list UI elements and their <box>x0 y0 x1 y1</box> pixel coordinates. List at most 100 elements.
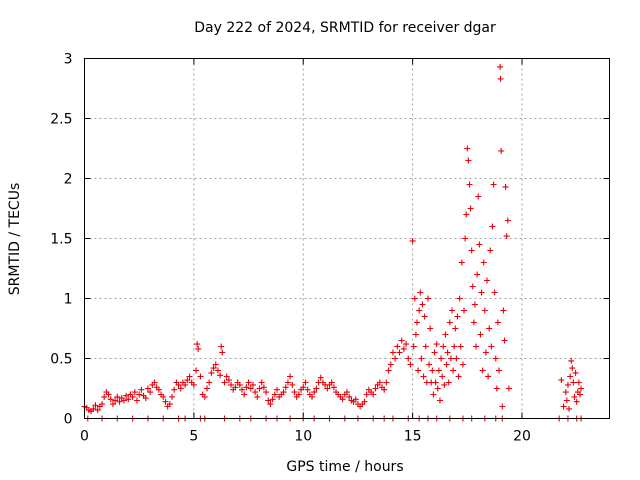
data-point <box>466 181 473 188</box>
data-point <box>564 381 571 388</box>
data-point <box>269 396 276 403</box>
chart-title: Day 222 of 2024, SRMTID for receiver dga… <box>194 20 496 36</box>
data-point <box>432 379 439 386</box>
data-point <box>467 205 474 212</box>
data-point <box>567 373 574 380</box>
data-point <box>497 75 504 82</box>
data-point <box>201 393 208 400</box>
data-point <box>568 357 575 364</box>
data-point <box>412 331 419 338</box>
data-point <box>212 361 219 368</box>
grid-lines <box>84 58 610 419</box>
axis-ticks: 0 5 10 15 20 0 0.5 1 1.5 2 2.5 3 <box>50 52 610 445</box>
y-axis-label: SRMTID / TECUs <box>7 183 23 296</box>
data-point <box>363 391 370 398</box>
data-point <box>225 377 232 384</box>
data-point <box>254 393 261 400</box>
data-point <box>105 391 112 398</box>
data-point <box>482 349 489 356</box>
data-point <box>407 361 414 368</box>
data-point <box>433 341 440 348</box>
data-point <box>477 331 484 338</box>
data-point <box>420 373 427 380</box>
x-tick-label: 20 <box>513 429 531 445</box>
data-point <box>440 343 447 350</box>
data-point <box>569 365 576 372</box>
data-point <box>136 391 143 398</box>
data-point <box>142 395 149 402</box>
data-point <box>123 392 130 399</box>
data-point <box>271 391 278 398</box>
data-point <box>236 381 243 388</box>
data-point <box>249 381 256 388</box>
data-point <box>219 349 226 356</box>
data-point <box>267 401 274 408</box>
data-point <box>284 379 291 386</box>
data-point <box>429 367 436 374</box>
data-point <box>572 369 579 376</box>
data-point <box>500 307 507 314</box>
data-point <box>576 391 583 398</box>
data-point <box>450 367 457 374</box>
data-point <box>239 386 245 393</box>
data-point <box>131 389 138 396</box>
data-point <box>434 385 441 392</box>
data-point <box>184 377 191 384</box>
data-point <box>162 398 169 405</box>
data-point <box>435 367 442 374</box>
data-point <box>480 259 487 266</box>
data-point <box>112 397 119 404</box>
data-point <box>197 373 204 380</box>
data-point <box>465 157 472 164</box>
data-point <box>461 307 468 314</box>
data-point <box>169 393 175 400</box>
data-point <box>566 405 573 412</box>
data-point <box>217 372 224 379</box>
data-point <box>228 381 235 388</box>
y-tick-label: 1.5 <box>50 232 72 248</box>
data-point <box>309 393 315 400</box>
data-point <box>464 145 471 152</box>
data-point <box>218 343 225 350</box>
x-tick-label: 5 <box>189 429 198 445</box>
data-point <box>376 379 383 386</box>
data-point <box>458 259 465 266</box>
data-point <box>454 313 461 320</box>
data-point <box>214 367 221 374</box>
data-point <box>560 403 567 410</box>
data-point <box>416 307 423 314</box>
data-point <box>114 393 121 400</box>
data-point <box>243 384 250 391</box>
data-point <box>459 361 466 368</box>
data-point <box>426 361 433 368</box>
data-point <box>324 385 331 392</box>
data-point <box>414 319 420 326</box>
data-point <box>481 307 488 314</box>
data-point <box>452 325 459 332</box>
data-point <box>109 401 116 408</box>
data-point <box>487 247 494 254</box>
data-point <box>475 193 482 200</box>
data-point <box>415 367 422 374</box>
data-point <box>442 331 449 338</box>
data-point <box>151 379 158 386</box>
data-point <box>417 289 424 296</box>
data-point <box>410 343 417 350</box>
data-point <box>504 217 511 224</box>
data-point <box>463 211 470 218</box>
data-point <box>575 379 582 386</box>
data-point <box>291 389 298 396</box>
data-point <box>204 385 210 392</box>
y-tick-label: 1 <box>64 292 73 308</box>
data-point <box>562 389 569 396</box>
data-point <box>247 385 254 392</box>
data-point <box>571 393 578 400</box>
data-point <box>503 233 510 240</box>
data-point <box>456 295 463 302</box>
data-point <box>193 367 200 374</box>
data-point <box>421 313 428 320</box>
data-point <box>438 355 445 362</box>
data-point <box>258 379 265 386</box>
data-point <box>451 343 458 350</box>
